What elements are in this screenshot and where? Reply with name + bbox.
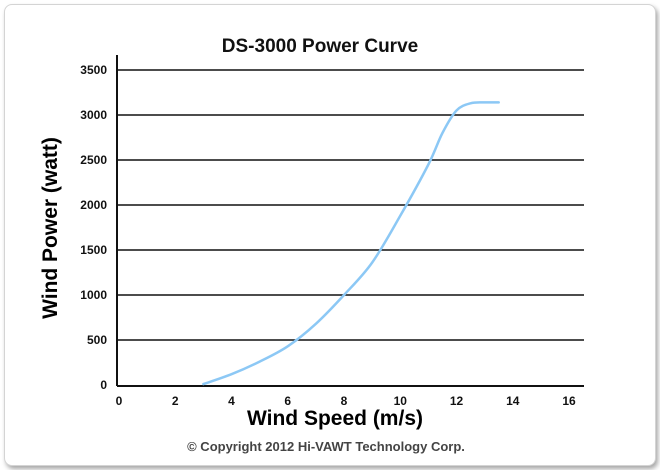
y-tick-labels: 0 500 1000 1500 2000 2500 3000 3500	[80, 63, 107, 392]
y-tick-label: 0	[100, 378, 107, 392]
y-tick-label: 3500	[80, 63, 107, 77]
x-tick-label: 6	[284, 394, 291, 408]
chart-title: DS-3000 Power Curve	[222, 36, 418, 57]
x-tick-label: 2	[172, 394, 179, 408]
grid-lines	[117, 69, 584, 341]
x-tick-label: 16	[562, 394, 576, 408]
y-tick-label: 1500	[80, 243, 107, 257]
y-axis-label: Wind Power (watt)	[39, 137, 62, 319]
x-tick-label: 10	[394, 394, 408, 408]
y-tick-label: 3000	[80, 108, 107, 122]
y-tick-label: 500	[87, 333, 107, 347]
x-tick-label: 4	[228, 394, 235, 408]
y-tick-label: 1000	[80, 288, 107, 302]
copyright-text: © Copyright 2012 Hi-VAWT Technology Corp…	[187, 439, 465, 454]
x-tick-label: 0	[116, 394, 123, 408]
x-tick-labels: 0 2 4 6 8 10 12 14 16	[116, 394, 576, 408]
y-tick-label: 2000	[80, 198, 107, 212]
x-tick-label: 14	[506, 394, 520, 408]
x-tick-label: 12	[450, 394, 464, 408]
power-curve-line	[202, 101, 500, 386]
x-tick-label: 8	[341, 394, 348, 408]
chart-frame	[4, 4, 656, 466]
y-tick-label: 2500	[80, 153, 107, 167]
x-axis-label: Wind Speed (m/s)	[247, 407, 423, 430]
